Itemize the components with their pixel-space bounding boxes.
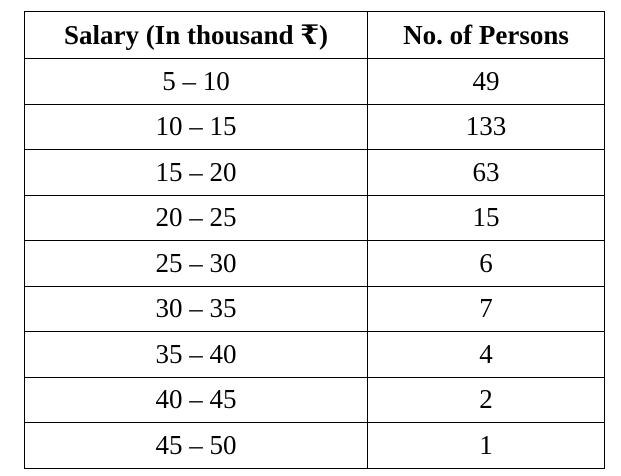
- table-row: 35 – 40 4: [24, 331, 605, 378]
- persons-count-cell: 4: [367, 331, 605, 378]
- persons-count-cell: 63: [367, 149, 605, 196]
- salary-column-header: Salary (In thousand ₹): [24, 11, 368, 59]
- table-row: 20 – 25 15: [24, 194, 605, 241]
- salary-range-cell: 15 – 20: [24, 149, 368, 196]
- persons-column-header: No. of Persons: [367, 11, 605, 59]
- table-row: 10 – 15 133: [24, 103, 605, 150]
- persons-count-cell: 49: [367, 58, 605, 105]
- salary-range-cell: 5 – 10: [24, 58, 368, 105]
- persons-count-cell: 15: [367, 194, 605, 241]
- salary-range-cell: 10 – 15: [24, 103, 368, 150]
- table-header-row: Salary (In thousand ₹) No. of Persons: [24, 11, 605, 59]
- table-row: 30 – 35 7: [24, 285, 605, 332]
- salary-distribution-table: Salary (In thousand ₹) No. of Persons 5 …: [24, 11, 605, 469]
- salary-range-cell: 20 – 25: [24, 194, 368, 241]
- table-row: 15 – 20 63: [24, 149, 605, 196]
- salary-range-cell: 25 – 30: [24, 240, 368, 287]
- persons-count-cell: 2: [367, 376, 605, 423]
- salary-range-cell: 35 – 40: [24, 331, 368, 378]
- salary-range-cell: 45 – 50: [24, 422, 368, 469]
- persons-count-cell: 133: [367, 103, 605, 150]
- table-row: 25 – 30 6: [24, 240, 605, 287]
- table-row: 40 – 45 2: [24, 376, 605, 423]
- table-row: 45 – 50 1: [24, 422, 605, 469]
- persons-count-cell: 6: [367, 240, 605, 287]
- persons-count-cell: 7: [367, 285, 605, 332]
- table-row: 5 – 10 49: [24, 58, 605, 105]
- persons-count-cell: 1: [367, 422, 605, 469]
- salary-range-cell: 40 – 45: [24, 376, 368, 423]
- salary-range-cell: 30 – 35: [24, 285, 368, 332]
